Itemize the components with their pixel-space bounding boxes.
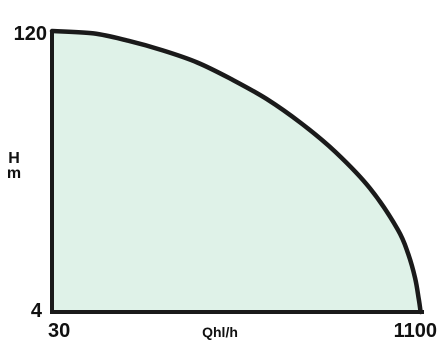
y-axis-title-h: H — [8, 150, 20, 167]
x-axis-title: Qhl/h — [202, 324, 238, 340]
y-tick-label-4: 4 — [31, 300, 43, 322]
curve-area-fill — [52, 31, 421, 312]
y-axis-title-m: m — [7, 165, 21, 182]
performance-curve — [49, 28, 423, 315]
x-tick-label-1100: 1100 — [394, 320, 437, 340]
y-tick-label-120: 120 — [14, 23, 47, 45]
x-tick-label-30: 30 — [48, 320, 70, 340]
